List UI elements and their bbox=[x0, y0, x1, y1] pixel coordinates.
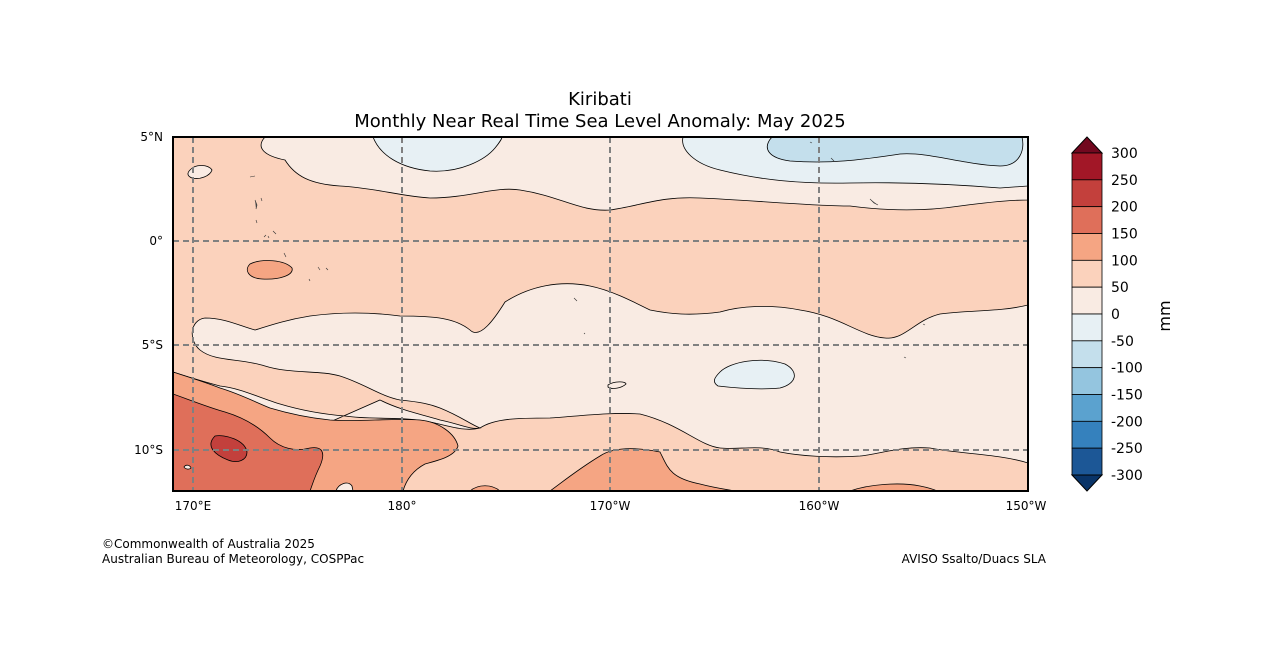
anomaly-band-200-250-southwest bbox=[210, 435, 248, 462]
lon-label-170w: 170°W bbox=[590, 499, 631, 513]
lon-label-160w: 160°W bbox=[799, 499, 840, 513]
data-source-text: AVISO Ssalto/Duacs SLA bbox=[901, 552, 1046, 566]
map-gridlines bbox=[173, 137, 1028, 491]
sea-level-anomaly-map bbox=[173, 137, 1028, 491]
map-title-region: Kiribati bbox=[568, 89, 632, 110]
colorbar-tick-label: 50 bbox=[1111, 280, 1129, 296]
colorbar-segment bbox=[1071, 420, 1103, 449]
anomaly-band-0-50-central bbox=[173, 283, 1028, 491]
colorbar-under-arrow bbox=[1070, 474, 1104, 492]
colorbar-segment bbox=[1071, 367, 1103, 395]
map-title-description: Monthly Near Real Time Sea Level Anomaly… bbox=[354, 111, 845, 132]
colorbar-segment bbox=[1071, 259, 1103, 288]
colorbar-tick-label: -300 bbox=[1111, 468, 1143, 484]
colorbar-segment bbox=[1071, 233, 1103, 261]
longitude-labels: 170°E 180° 170°W 160°W 150°W bbox=[175, 499, 1047, 513]
agency-text: Australian Bureau of Meteorology, COSPPa… bbox=[102, 552, 365, 566]
lat-label-10s: 10°S bbox=[134, 443, 163, 457]
colorbar-tick-label: 0 bbox=[1111, 307, 1120, 323]
lon-label-170e: 170°E bbox=[175, 499, 212, 513]
latitude-labels: 5°N 0° 5°S 10°S bbox=[134, 130, 163, 457]
colorbar-tick-label: -250 bbox=[1111, 441, 1143, 457]
colorbar-over-arrow bbox=[1070, 136, 1104, 154]
colorbar-tick-label: 150 bbox=[1111, 227, 1138, 243]
colorbar-unit: mm bbox=[1155, 300, 1174, 331]
colorbar-segment bbox=[1071, 152, 1103, 181]
anomaly-patch-small-3 bbox=[183, 464, 192, 470]
colorbar-labels: 300 250 200 150 100 50 0 -50 -100 -150 -200 -250 -30… bbox=[1111, 146, 1143, 484]
anomaly-band-neg100-neg50-east bbox=[767, 137, 1024, 167]
island-markers bbox=[249, 141, 926, 359]
lat-label-5n: 5°N bbox=[140, 130, 163, 144]
lon-label-180: 180° bbox=[388, 499, 417, 513]
colorbar-tick-label: -150 bbox=[1111, 388, 1143, 404]
lat-label-5s: 5°S bbox=[142, 338, 163, 352]
colorbar-tick-label: 200 bbox=[1111, 200, 1138, 216]
anomaly-patch-small-2 bbox=[335, 482, 354, 491]
colorbar-segment bbox=[1071, 313, 1103, 342]
colorbar-tick-label: 100 bbox=[1111, 253, 1138, 269]
colorbar-tick-label: 250 bbox=[1111, 173, 1138, 189]
footer-credits: ©Commonwealth of Australia 2025 Australi… bbox=[102, 537, 364, 567]
colorbar-tick-label: -50 bbox=[1111, 334, 1134, 350]
colorbar-segment bbox=[1071, 394, 1103, 422]
anomaly-band-neg50-0-west bbox=[372, 137, 503, 172]
colorbar-segment bbox=[1071, 179, 1103, 208]
anomaly-patch-neg50-0-south bbox=[714, 359, 795, 390]
footer-data-source: AVISO Ssalto/Duacs SLA bbox=[902, 552, 1046, 567]
colorbar: 300 250 200 150 100 50 0 -50 -100 -150 -200 -250 -30… bbox=[1070, 136, 1174, 492]
anomaly-band-100-150-south bbox=[549, 448, 736, 491]
anomaly-patch-100-150-equator bbox=[246, 260, 293, 280]
colorbar-segment bbox=[1071, 286, 1103, 315]
copyright-text: ©Commonwealth of Australia 2025 bbox=[102, 537, 315, 551]
colorbar-tick-label: -200 bbox=[1111, 414, 1143, 430]
colorbar-segment bbox=[1071, 447, 1103, 476]
colorbar-tick-label: 300 bbox=[1111, 146, 1138, 162]
colorbar-segments bbox=[1071, 152, 1103, 476]
map-frame bbox=[172, 136, 1029, 492]
lon-label-150w: 150°W bbox=[1006, 499, 1047, 513]
colorbar-segment bbox=[1071, 340, 1103, 369]
lat-label-0: 0° bbox=[149, 234, 163, 248]
colorbar-segment bbox=[1071, 206, 1103, 234]
colorbar-tick-label: -100 bbox=[1111, 361, 1143, 377]
